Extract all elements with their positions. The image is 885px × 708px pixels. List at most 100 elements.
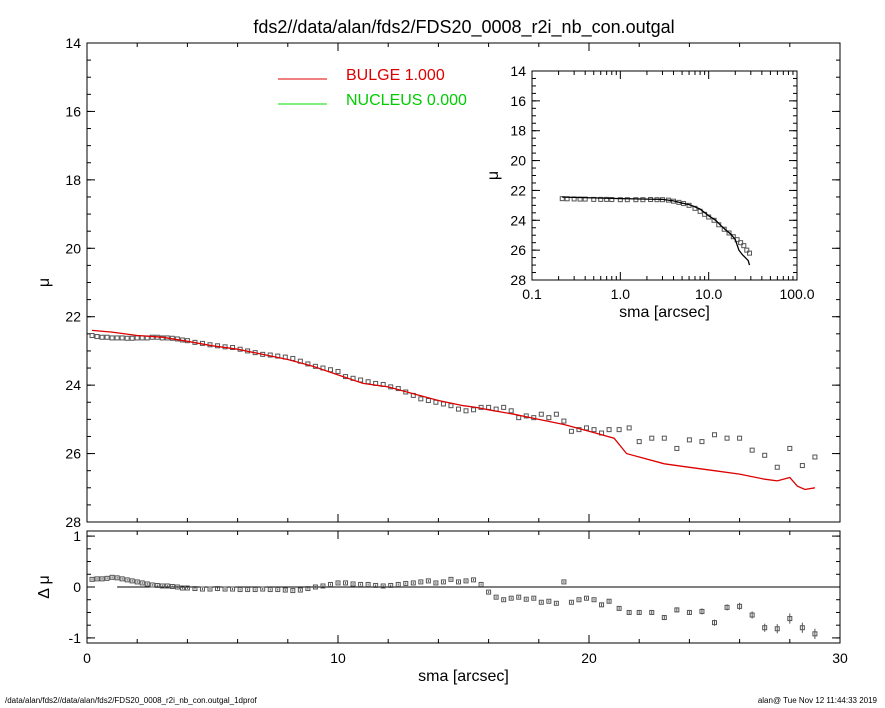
resid-data-point <box>350 581 356 587</box>
resid-data-point <box>237 587 243 593</box>
main-data-point <box>649 435 655 441</box>
main-data-point <box>129 335 135 341</box>
main-data-point <box>774 464 780 470</box>
chart-title: fds2//data/alan/fds2/FDS20_0008_r2i_nb_c… <box>253 17 674 38</box>
resid-data-point <box>358 581 364 587</box>
resid-data-point <box>124 577 130 583</box>
main-ylabel: μ <box>36 278 53 287</box>
inset-data-point <box>624 197 630 203</box>
footer-right: alan@ Tue Nov 12 11:44:33 2019 <box>758 696 878 705</box>
main-data-point <box>616 427 622 433</box>
resid-data-point <box>282 587 288 593</box>
resid-data-point <box>471 577 477 583</box>
inset-data-point <box>609 197 615 203</box>
main-ytick-label: 20 <box>65 240 81 256</box>
resid-data-point <box>425 578 431 584</box>
main-data-point <box>516 415 522 421</box>
resid-data-point <box>320 583 326 589</box>
resid-data-point <box>538 599 544 605</box>
resid-data-point <box>327 581 333 587</box>
main-data-point <box>501 404 507 410</box>
main-data-point <box>230 345 236 351</box>
main-data-point <box>425 398 431 404</box>
main-data-point <box>463 408 469 414</box>
resid-data-point <box>699 608 705 614</box>
main-ytick-label: 28 <box>65 514 81 530</box>
resid-data-point <box>599 602 605 608</box>
main-data-point <box>134 335 140 341</box>
resid-data-point <box>267 587 273 593</box>
resid-data-point <box>508 595 514 601</box>
main-ytick-label: 14 <box>65 35 81 51</box>
inset-xtick-label: 100.0 <box>779 286 814 302</box>
main-ytick-label: 18 <box>65 172 81 188</box>
inset-data-point <box>744 247 750 253</box>
resid-data-point <box>222 586 228 592</box>
main-data-point <box>674 445 680 451</box>
main-panel: 14 16 18 20 22 24 26 28 μ <box>36 35 841 530</box>
main-data-point <box>583 425 589 431</box>
resid-data-point <box>661 615 667 621</box>
inset-frame <box>531 70 798 281</box>
inset-xlabel: sma [arcsec] <box>619 304 710 321</box>
resid-data-point <box>516 594 522 600</box>
resid-data-point <box>448 576 454 582</box>
inset-data-point <box>598 196 604 202</box>
resid-data-point <box>799 625 805 631</box>
resid-data-point <box>230 586 236 592</box>
resid-data-point <box>440 579 446 585</box>
main-data-point <box>124 335 130 341</box>
inset-data-point <box>726 230 732 236</box>
resid-ylabel: Δ μ <box>36 575 53 598</box>
resid-data-point <box>207 586 213 592</box>
resid-data-point <box>159 583 165 589</box>
resid-ytick-label: -1 <box>69 630 82 646</box>
resid-data-point <box>762 625 768 631</box>
resid-data-point <box>99 576 105 582</box>
main-data-point <box>89 333 95 339</box>
main-data-point <box>553 411 559 417</box>
inset-data-point <box>738 240 744 246</box>
inset-ytick-label: 26 <box>510 242 526 258</box>
resid-data-point <box>774 626 780 632</box>
resid-data-point <box>365 581 371 587</box>
main-ytick-label: 16 <box>65 103 81 119</box>
legend-label-bulge: BULGE 1.000 <box>346 67 445 84</box>
resid-data-point <box>712 620 717 626</box>
main-data-point <box>448 403 454 409</box>
inset-xtick-label: 1.0 <box>611 286 631 302</box>
main-data-point <box>568 428 574 434</box>
resid-xtick-label: 20 <box>581 650 597 666</box>
main-data-point <box>724 435 730 441</box>
inset-panel: 0.1 1.0 10.0 100.0 14 16 18 20 22 24 26 28 sma [arcs… <box>485 63 815 321</box>
inset-data-point <box>741 243 747 249</box>
inset-data-point <box>633 197 639 203</box>
resid-data-point <box>388 582 394 588</box>
resid-data-point <box>787 616 793 622</box>
resid-data-point <box>312 584 318 590</box>
main-data-point <box>119 335 125 341</box>
inset-ylabel: μ <box>485 171 502 180</box>
resid-data-point <box>649 609 655 615</box>
footer-left: /data/alan/fds2//data/alan/fds2/FDS20_00… <box>5 696 258 705</box>
resid-data-point <box>591 597 597 603</box>
resid-data-point <box>626 609 632 615</box>
resid-data-point <box>546 598 552 604</box>
resid-ytick-label: 0 <box>73 579 81 595</box>
resid-data-point <box>463 578 469 584</box>
main-data-point <box>508 408 514 414</box>
resid-data-point <box>531 595 537 601</box>
resid-data-point <box>749 612 755 618</box>
main-data-point <box>591 427 597 433</box>
main-data-point <box>418 396 424 402</box>
resid-xlabel: sma [arcsec] <box>418 668 509 685</box>
main-ytick-label: 26 <box>65 446 81 462</box>
resid-data-point <box>144 581 150 587</box>
main-data-point <box>471 407 477 413</box>
resid-data-point <box>616 605 622 611</box>
main-data-point <box>486 404 492 410</box>
inset-data-point <box>730 234 736 240</box>
resid-data-point <box>184 585 190 591</box>
main-data-point <box>94 334 100 340</box>
main-data-point <box>799 463 805 469</box>
